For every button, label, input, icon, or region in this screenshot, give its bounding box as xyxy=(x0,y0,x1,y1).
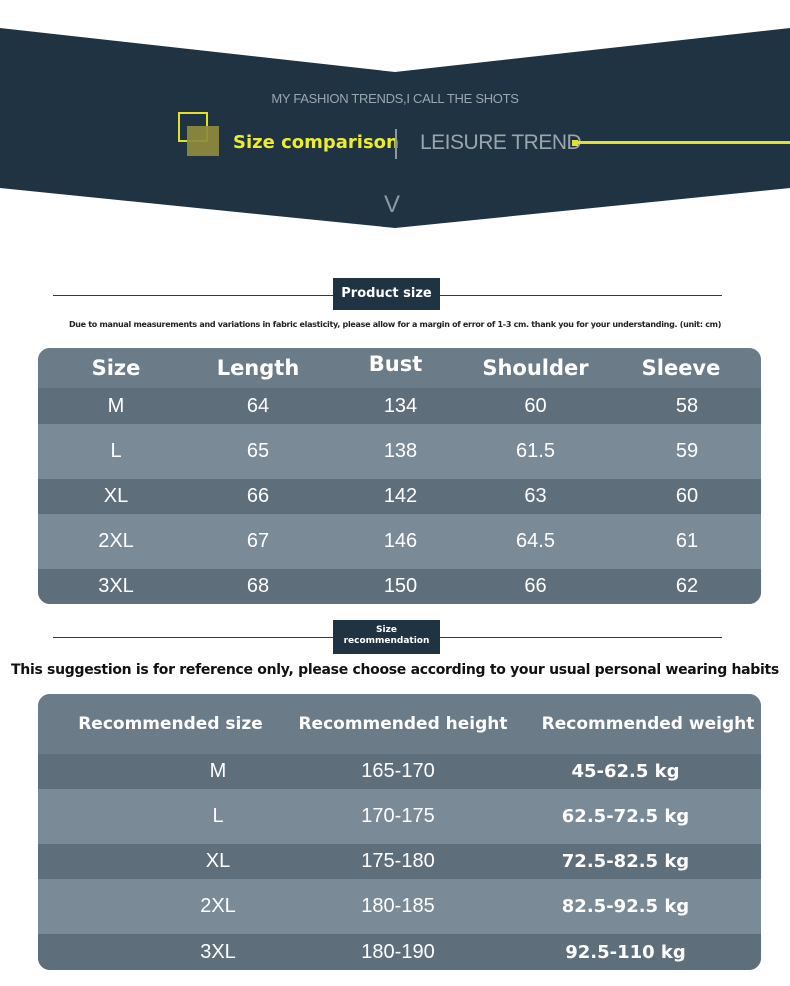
measurement-note: Due to manual measurements and variation… xyxy=(68,320,722,329)
header-cell: Size xyxy=(91,356,141,380)
size-recommendation-tag: Size recommendation xyxy=(333,620,440,654)
table-cell: 146 xyxy=(383,530,418,552)
leisure-trend-title: LEISURE TREND xyxy=(420,131,582,154)
table-cell: 175-180 xyxy=(361,850,435,872)
table-row: M 165-170 45-62.5 kg xyxy=(38,754,761,789)
table-cell: 165-170 xyxy=(361,760,435,782)
table-cell: 59 xyxy=(675,440,699,462)
table-cell: 134 xyxy=(383,394,418,417)
table-cell: 66 xyxy=(524,575,547,597)
table-cell: L xyxy=(110,440,122,462)
table-cell: 82.5-92.5 kg xyxy=(561,896,690,917)
table-header-row: Size Length Bust Shoulder Sleeve xyxy=(38,348,761,388)
table-cell: 3XL xyxy=(200,940,236,963)
product-size-table: Size Length Bust Shoulder Sleeve M 64 13… xyxy=(38,348,761,604)
table-row: XL 175-180 72.5-82.5 kg xyxy=(38,844,761,879)
header-cell: Recommended weight xyxy=(541,714,755,734)
product-size-tag: Product size xyxy=(333,278,440,310)
table-cell: 180-185 xyxy=(361,895,435,917)
table-cell: 68 xyxy=(246,575,270,597)
table-row: L 65 138 61.5 59 xyxy=(38,424,761,479)
table-cell: 150 xyxy=(383,575,418,597)
table-cell: M xyxy=(209,760,227,782)
title-divider xyxy=(395,129,397,159)
header-cell: Sleeve xyxy=(641,356,721,380)
accent-line xyxy=(572,141,790,144)
header-cell: Length xyxy=(216,356,300,380)
recommendation-note: This suggestion is for reference only, p… xyxy=(11,662,779,678)
table-cell: 92.5-110 kg xyxy=(565,941,686,963)
table-cell: 2XL xyxy=(200,895,236,917)
header-banner: MY FASHION TRENDS,I CALL THE SHOTS Size … xyxy=(0,0,790,230)
table-row: 3XL 68 150 66 62 xyxy=(38,569,761,604)
table-row: XL 66 142 63 60 xyxy=(38,479,761,514)
table-row: 2XL 67 146 64.5 61 xyxy=(38,514,761,569)
table-cell: 72.5-82.5 kg xyxy=(561,851,690,872)
table-cell: 65 xyxy=(246,440,270,462)
table-cell: 3XL xyxy=(98,575,134,597)
header-cell: Recommended size xyxy=(78,714,263,734)
table-cell: 60 xyxy=(524,394,547,417)
table-cell: 66 xyxy=(246,485,270,507)
table-cell: 2XL xyxy=(98,530,134,552)
table-cell: 62 xyxy=(675,575,699,597)
table-cell: 62.5-72.5 kg xyxy=(561,806,690,827)
table-row: 2XL 180-185 82.5-92.5 kg xyxy=(38,879,761,934)
size-comparison-title: Size comparison xyxy=(233,132,399,153)
table-header-row: Recommended size Recommended height Reco… xyxy=(38,694,761,754)
banner-background xyxy=(0,28,790,228)
header-cell: Shoulder xyxy=(482,356,589,380)
tag-line: recommendation xyxy=(343,636,430,646)
table-cell: 180-190 xyxy=(361,940,435,963)
table-cell: XL xyxy=(205,850,231,872)
table-cell: 138 xyxy=(383,440,418,462)
table-cell: 61 xyxy=(675,530,699,552)
table-cell: 45-62.5 kg xyxy=(571,761,680,782)
header-cell: Recommended height xyxy=(298,714,508,734)
table-cell: 142 xyxy=(383,485,418,507)
table-cell: M xyxy=(107,394,125,417)
table-cell: XL xyxy=(103,485,129,507)
table-row: L 170-175 62.5-72.5 kg xyxy=(38,789,761,844)
table-cell: 67 xyxy=(246,530,270,552)
table-cell: 58 xyxy=(675,394,699,417)
tagline: MY FASHION TRENDS,I CALL THE SHOTS xyxy=(271,91,519,106)
table-cell: 170-175 xyxy=(361,805,435,827)
square-fill-icon xyxy=(187,126,219,156)
table-cell: 64.5 xyxy=(516,530,555,552)
table-cell: 64 xyxy=(246,394,270,417)
table-row: M 64 134 60 58 xyxy=(38,388,761,424)
table-cell: 60 xyxy=(675,485,699,507)
table-row: 3XL 180-190 92.5-110 kg xyxy=(38,934,761,970)
table-cell: 63 xyxy=(524,485,547,507)
recommendation-table: Recommended size Recommended height Reco… xyxy=(38,694,761,970)
tag-line: Size xyxy=(376,625,397,635)
chevron-down-icon: V xyxy=(384,191,401,218)
header-cell: Bust xyxy=(368,352,423,376)
table-cell: 61.5 xyxy=(516,440,555,462)
table-cell: L xyxy=(212,805,224,827)
